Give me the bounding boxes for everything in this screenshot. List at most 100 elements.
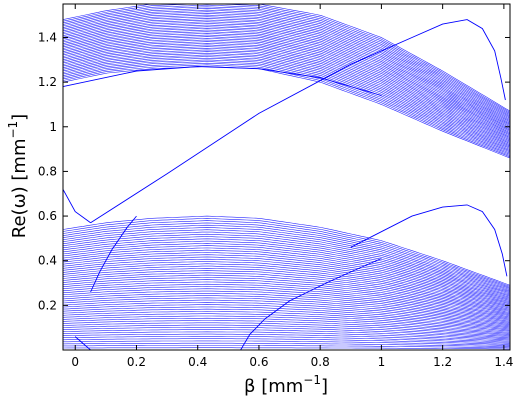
lower-band-curve	[63, 331, 510, 342]
lower-band-curve	[63, 254, 510, 305]
y-tick-label: 1.2	[38, 75, 57, 89]
lower-band-curve	[63, 281, 510, 318]
upper-band-curve	[63, 18, 510, 124]
lower-band-curve	[63, 272, 510, 313]
lower-band-curve	[63, 274, 510, 315]
lower-band-curve	[63, 233, 510, 295]
lower-band-curve	[63, 327, 510, 340]
lower-band-curve	[63, 236, 510, 296]
lower-band-curve	[63, 252, 510, 304]
lower-band-curve	[63, 311, 510, 332]
lower-band-curve	[63, 215, 510, 286]
upper-band-curve	[63, 27, 510, 131]
lower-band-curve	[63, 249, 510, 302]
upper-band-curve	[63, 39, 510, 140]
upper-band-curve	[63, 14, 510, 122]
upper-band-curve	[63, 46, 510, 144]
upper-band-curve	[63, 66, 510, 159]
upper-band-curve	[63, 61, 510, 155]
upper-band-curve	[63, 4, 510, 114]
lower-band-curve	[63, 242, 510, 299]
lower-band-curve	[63, 320, 510, 336]
lower-band-curve	[63, 295, 510, 324]
series-lines	[63, 19, 508, 350]
lower-band-curve	[63, 315, 510, 334]
upper-band-curve	[63, 13, 510, 120]
lower-band-curve	[63, 333, 510, 343]
upper-band-curve	[63, 6, 510, 116]
series-line-6	[74, 336, 91, 350]
x-tick-label: 1	[378, 355, 386, 369]
upper-band-curve	[63, 56, 510, 152]
upper-band-curve	[63, 29, 510, 132]
lower-band-curve	[63, 265, 510, 310]
series-line-0	[63, 66, 382, 96]
upper-band-curve	[63, 24, 510, 129]
plot-frame	[62, 3, 511, 351]
lower-band-curve	[63, 347, 510, 350]
upper-band-curve	[63, 37, 510, 138]
upper-band-curve	[63, 59, 510, 154]
series-line-4	[240, 258, 382, 350]
lower-band-curve	[63, 290, 510, 322]
lower-band-curve	[63, 261, 510, 308]
lower-band-curve	[63, 240, 510, 298]
lower-band-curve	[63, 220, 510, 288]
lower-band-curve	[63, 267, 510, 311]
y-tick-label: 0.2	[38, 298, 57, 312]
series-line-2	[90, 19, 506, 224]
x-axis-ticks: 0 0.2 0.4 0.6 0.8 1 1.2 1.4	[71, 4, 513, 369]
lower-band-curve	[63, 329, 510, 341]
y-axis-label: Re(ω) [mm−1]	[6, 114, 30, 238]
lower-band-curve	[63, 304, 510, 329]
lower-band-curve	[63, 286, 510, 320]
upper-band-curve	[63, 9, 510, 118]
y-axis-ticks: 0.2 0.4 0.6 0.8 1 1.2 1.4	[38, 30, 510, 312]
lower-band-curve	[63, 288, 510, 321]
lower-band-curve	[63, 229, 510, 293]
upper-band-curve	[63, 49, 510, 147]
y-tick-label: 0.6	[38, 209, 57, 223]
lower-band-curve	[63, 313, 510, 333]
x-tick-label: 0.2	[127, 355, 146, 369]
lower-band-curve	[63, 277, 510, 316]
x-tick-label: 0.4	[188, 355, 207, 369]
x-tick-label: 0.8	[311, 355, 330, 369]
upper-band-curve	[63, 52, 510, 149]
lower-band-curve	[63, 336, 510, 344]
lower-band-curve	[63, 306, 510, 330]
series-line-5	[90, 215, 137, 293]
upper-band-curve	[63, 4, 510, 113]
lower-band-curve	[63, 258, 510, 307]
x-axis-label: β [mm−1]	[244, 373, 328, 397]
lower-band-curve	[63, 231, 510, 294]
upper-band-curve	[63, 23, 510, 128]
x-tick-label: 0.6	[249, 355, 268, 369]
lower-band-curve	[63, 238, 510, 297]
lower-band-curve	[63, 301, 510, 328]
upper-band-curve	[63, 4, 510, 112]
lower-band-curve	[63, 297, 510, 326]
x-tick-label: 1.4	[494, 355, 513, 369]
upper-band-curve	[63, 44, 510, 143]
lower-band-curve	[63, 342, 510, 347]
series-line-3	[350, 204, 508, 277]
upper-band-curve	[63, 47, 510, 146]
y-tick-label: 1	[49, 120, 57, 134]
y-tick-label: 0.8	[38, 164, 57, 178]
upper-band-curve	[63, 31, 510, 134]
upper-band-curve	[63, 32, 510, 135]
upper-band-curve	[63, 51, 510, 148]
upper-band-curve	[63, 19, 510, 125]
lower-band-curve	[63, 270, 510, 312]
lower-band-curve	[63, 317, 510, 335]
band-curves	[63, 4, 510, 350]
lower-band-curve	[63, 217, 510, 287]
upper-band-curve	[63, 8, 510, 117]
lower-band-curve	[63, 308, 510, 331]
lower-band-curve	[63, 338, 510, 345]
lower-band-curve	[63, 256, 510, 306]
upper-band-curve	[63, 42, 510, 142]
lower-band-curve	[63, 224, 510, 290]
